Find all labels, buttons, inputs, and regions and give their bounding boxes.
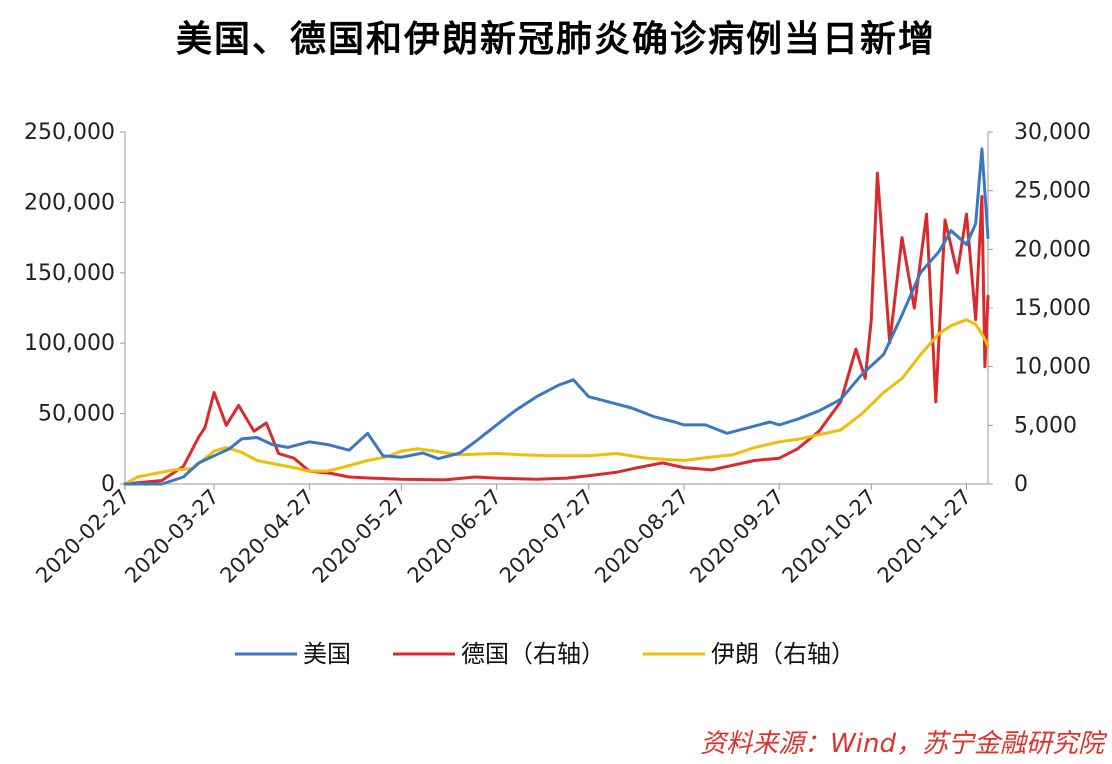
left-tick-label: 150,000 bbox=[24, 261, 115, 286]
left-tick-label: 100,000 bbox=[24, 331, 115, 356]
right-tick-label: 0 bbox=[1014, 472, 1028, 497]
legend-label-2: 伊朗（右轴） bbox=[711, 640, 855, 668]
right-tick-label: 20,000 bbox=[1014, 237, 1091, 262]
series-line-2 bbox=[123, 318, 990, 486]
right-tick-label: 15,000 bbox=[1014, 296, 1091, 321]
source-note: 资料来源：Wind，苏宁金融研究院 bbox=[700, 729, 1104, 759]
left-tick-label: 250,000 bbox=[24, 120, 115, 145]
x-tick-label: 2020-06-27 bbox=[403, 485, 506, 588]
x-tick-label: 2020-05-27 bbox=[308, 485, 411, 588]
right-tick-label: 30,000 bbox=[1014, 120, 1091, 145]
axes: 0 50,000 100,000 150,000 200,000 250,000 0 5,00… bbox=[24, 120, 1091, 588]
series-lines bbox=[123, 147, 990, 486]
legend-label-1: 德国（右轴） bbox=[461, 640, 605, 668]
x-tick-label: 2020-03-27 bbox=[120, 485, 223, 588]
left-tick-label: 50,000 bbox=[38, 402, 115, 427]
series-line-0 bbox=[123, 147, 990, 486]
legend: 美国 德国（右轴） 伊朗（右轴） bbox=[235, 640, 855, 668]
x-tick-label: 2020-11-27 bbox=[873, 485, 976, 588]
x-tick-label: 2020-02-27 bbox=[31, 485, 134, 588]
right-tick-label: 25,000 bbox=[1014, 179, 1091, 204]
right-tick-label: 5,000 bbox=[1014, 413, 1077, 438]
x-tick-label: 2020-07-27 bbox=[495, 485, 598, 588]
series-line-1 bbox=[123, 171, 990, 486]
x-tick-label: 2020-04-27 bbox=[216, 485, 319, 588]
legend-label-0: 美国 bbox=[303, 640, 351, 668]
right-tick-label: 10,000 bbox=[1014, 355, 1091, 380]
x-tick-label: 2020-08-27 bbox=[590, 485, 693, 588]
x-tick-label: 2020-10-27 bbox=[778, 485, 881, 588]
left-tick-label: 0 bbox=[101, 472, 115, 497]
chart-title: 美国、德国和伊朗新冠肺炎确诊病例当日新增 bbox=[175, 19, 936, 60]
left-tick-label: 200,000 bbox=[24, 190, 115, 215]
x-tick-label: 2020-09-27 bbox=[685, 485, 788, 588]
